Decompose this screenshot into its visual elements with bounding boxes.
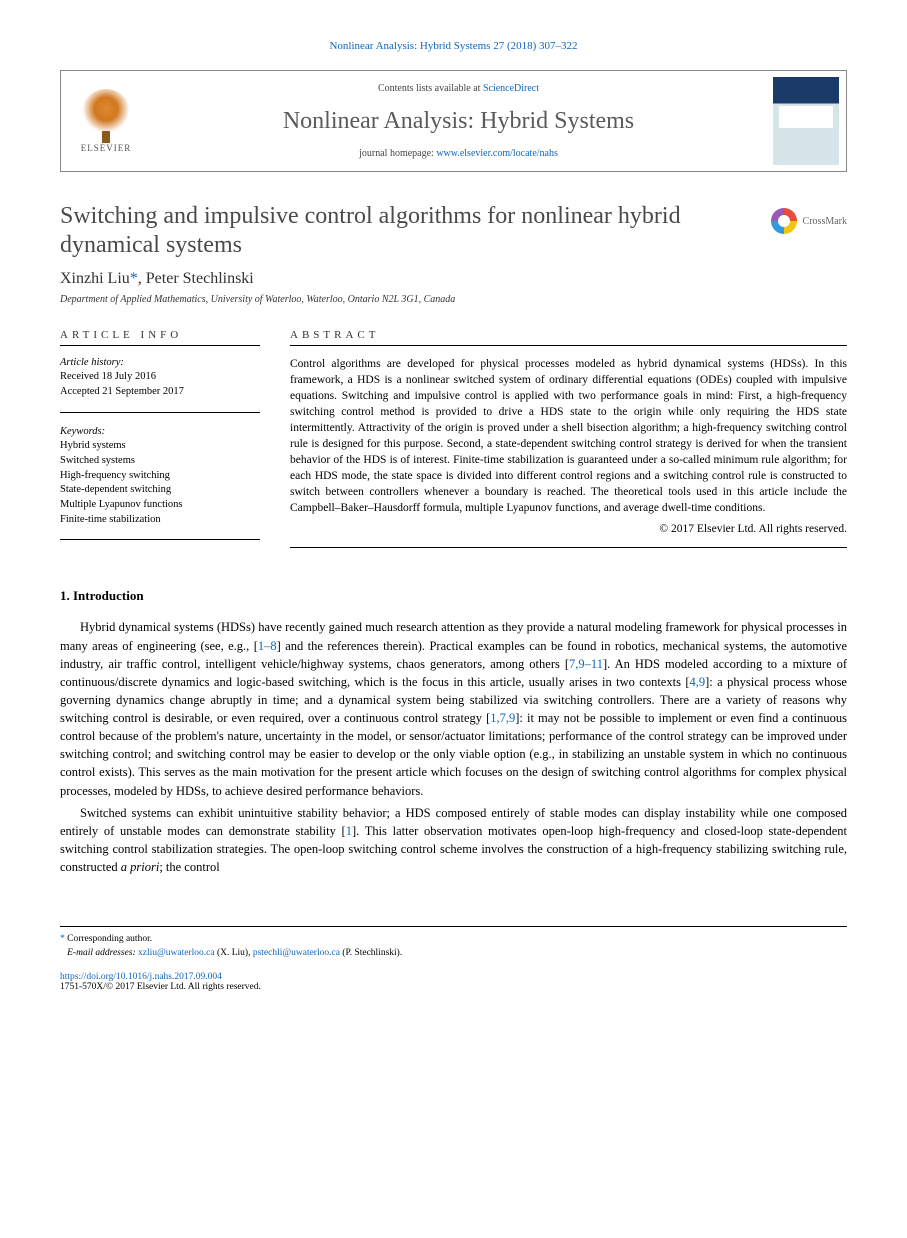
keywords-block: Keywords: Hybrid systems Switched system…	[60, 425, 260, 541]
keyword: High-frequency switching	[60, 469, 260, 484]
section-1-heading: 1. Introduction	[60, 588, 847, 604]
article-info-column: ARTICLE INFO Article history: Received 1…	[60, 329, 260, 553]
article-title: Switching and impulsive control algorith…	[60, 202, 700, 260]
accepted-date: Accepted 21 September 2017	[60, 385, 260, 400]
corresponding-author-note: * Corresponding author.	[60, 933, 847, 946]
info-abstract-row: ARTICLE INFO Article history: Received 1…	[60, 329, 847, 553]
intro-paragraph-2: Switched systems can exhibit unintuitive…	[60, 804, 847, 877]
elsevier-tree-icon	[81, 89, 131, 139]
crossmark-icon	[771, 208, 797, 234]
crossmark-badge[interactable]: CrossMark	[771, 208, 847, 234]
header-center: Contents lists available at ScienceDirec…	[151, 71, 766, 171]
abstract-body: Control algorithms are developed for phy…	[290, 358, 847, 515]
citation-link[interactable]: 7,9–11	[569, 657, 603, 671]
keyword: State-dependent switching	[60, 483, 260, 498]
keyword: Multiple Lyapunov functions	[60, 498, 260, 513]
article-history-block: Article history: Received 18 July 2016 A…	[60, 356, 260, 413]
email-who-2: (P. Stechlinski).	[340, 948, 402, 958]
abstract-copyright: © 2017 Elsevier Ltd. All rights reserved…	[290, 521, 847, 537]
issn-copyright: 1751-570X/© 2017 Elsevier Ltd. All right…	[60, 982, 847, 992]
citation-link[interactable]: 1–8	[258, 639, 277, 653]
email-label: E-mail addresses:	[67, 948, 136, 958]
intro-paragraph-1: Hybrid dynamical systems (HDSs) have rec…	[60, 618, 847, 799]
p2-emphasis: a priori	[121, 860, 160, 874]
title-row: Switching and impulsive control algorith…	[60, 202, 847, 260]
author-1: Xinzhi Liu	[60, 270, 130, 287]
doi-link[interactable]: https://doi.org/10.1016/j.nahs.2017.09.0…	[60, 972, 222, 982]
elsevier-logo-cell: ELSEVIER	[61, 71, 151, 171]
email-link-1[interactable]: xzliu@uwaterloo.ca	[138, 948, 215, 958]
email-who-1: (X. Liu),	[215, 948, 253, 958]
keywords-label: Keywords:	[60, 425, 260, 440]
keyword: Hybrid systems	[60, 439, 260, 454]
homepage-line: journal homepage: www.elsevier.com/locat…	[161, 148, 756, 159]
keyword: Switched systems	[60, 454, 260, 469]
citation-link[interactable]: 1,7,9	[490, 711, 515, 725]
contents-line: Contents lists available at ScienceDirec…	[161, 83, 756, 94]
abstract-heading: ABSTRACT	[290, 329, 847, 346]
author-2: Peter Stechlinski	[146, 270, 254, 287]
cover-thumbnail-cell	[766, 71, 846, 171]
affiliation: Department of Applied Mathematics, Unive…	[60, 294, 847, 305]
email-link-2[interactable]: pstechli@uwaterloo.ca	[253, 948, 340, 958]
page-footer: https://doi.org/10.1016/j.nahs.2017.09.0…	[60, 972, 847, 992]
corresponding-marker: *	[130, 270, 138, 287]
author-sep: ,	[138, 270, 146, 287]
received-date: Received 18 July 2016	[60, 370, 260, 385]
footnotes: * Corresponding author. E-mail addresses…	[60, 926, 847, 960]
section-introduction: 1. Introduction Hybrid dynamical systems…	[60, 588, 847, 876]
sciencedirect-link[interactable]: ScienceDirect	[483, 83, 539, 94]
p2-text: ; the control	[159, 860, 219, 874]
article-info-heading: ARTICLE INFO	[60, 329, 260, 346]
elsevier-label: ELSEVIER	[81, 143, 132, 153]
history-label: Article history:	[60, 356, 260, 371]
citation-link[interactable]: 4,9	[690, 675, 706, 689]
email-line: E-mail addresses: xzliu@uwaterloo.ca (X.…	[60, 947, 847, 960]
journal-header-box: ELSEVIER Contents lists available at Sci…	[60, 70, 847, 172]
abstract-column: ABSTRACT Control algorithms are develope…	[290, 329, 847, 553]
journal-cover-thumbnail	[773, 77, 839, 165]
crossmark-label: CrossMark	[803, 216, 847, 227]
homepage-prefix: journal homepage:	[359, 148, 436, 159]
homepage-link[interactable]: www.elsevier.com/locate/nahs	[436, 148, 558, 159]
keyword: Finite-time stabilization	[60, 513, 260, 528]
journal-reference: Nonlinear Analysis: Hybrid Systems 27 (2…	[60, 40, 847, 52]
contents-prefix: Contents lists available at	[378, 83, 483, 94]
journal-name: Nonlinear Analysis: Hybrid Systems	[161, 108, 756, 135]
corr-ast: *	[60, 934, 65, 944]
authors-line: Xinzhi Liu*, Peter Stechlinski	[60, 270, 847, 288]
corr-text: Corresponding author.	[67, 934, 152, 944]
abstract-text: Control algorithms are developed for phy…	[290, 356, 847, 548]
